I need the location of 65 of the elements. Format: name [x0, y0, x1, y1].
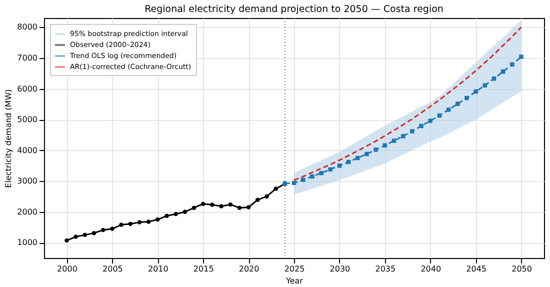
point [374, 148, 378, 152]
point [192, 206, 196, 210]
y-tick-label: 3000 [17, 176, 38, 186]
y-tick-label: 7000 [17, 54, 38, 62]
point [392, 138, 396, 143]
point [464, 96, 469, 100]
point [428, 118, 432, 123]
point [219, 204, 224, 208]
point [356, 156, 360, 160]
point [137, 220, 142, 224]
point [146, 220, 151, 224]
y-tick-label: 8000 [17, 22, 38, 32]
point [210, 202, 214, 207]
point [264, 194, 269, 199]
point [400, 134, 406, 138]
point [419, 124, 424, 128]
point [410, 129, 414, 134]
x-tick-label: 2020 [238, 264, 260, 274]
y-tick-label: 2000 [17, 207, 38, 216]
point [174, 212, 178, 216]
y-axis-title: Electricity demand (MW) [4, 89, 14, 188]
point [200, 202, 206, 206]
y-tick-label: 5000 [17, 115, 38, 124]
point [446, 108, 451, 112]
point [310, 174, 314, 179]
point [510, 62, 514, 67]
x-tick-label: 2025 [284, 264, 305, 274]
chart-title: Regional electricity demand projection to 2050 — Costa region [144, 4, 444, 15]
point [237, 206, 242, 210]
point [300, 178, 306, 182]
point [474, 89, 478, 94]
point [228, 202, 232, 207]
x-tick-label: 2010 [148, 264, 168, 274]
point [274, 186, 278, 191]
point [110, 226, 114, 231]
point [182, 210, 188, 214]
x-tick-label: 2040 [420, 264, 442, 274]
point [328, 167, 332, 172]
x-tick-label: 2050 [512, 264, 532, 274]
point [337, 164, 342, 168]
point [519, 54, 524, 59]
y-tick-label: 6000 [17, 84, 38, 94]
point [128, 222, 132, 226]
point [64, 238, 69, 243]
point [364, 152, 369, 156]
point [82, 232, 88, 238]
y-tick-label: 1000 [17, 238, 38, 248]
point [74, 234, 78, 239]
point [119, 222, 124, 227]
point [164, 214, 169, 218]
point [456, 102, 460, 106]
x-tick-label: 2005 [102, 264, 123, 274]
point [256, 198, 260, 202]
point [319, 170, 324, 176]
x-tick-label: 2030 [330, 264, 350, 274]
y-tick-label: 4000 [17, 146, 38, 155]
point [156, 217, 160, 222]
x-axis-title: Year [285, 276, 304, 286]
point [92, 230, 96, 236]
point [100, 228, 106, 232]
x-tick-label: 2045 [466, 264, 486, 274]
x-tick-label: 2035 [375, 264, 396, 274]
x-tick-label: 2015 [193, 264, 214, 274]
x-tick-label: 2000 [57, 264, 78, 274]
point [246, 205, 251, 210]
